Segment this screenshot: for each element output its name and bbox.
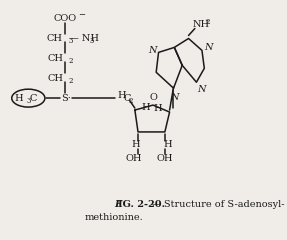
Text: C: C (29, 94, 36, 103)
Text: IG. 2-20.: IG. 2-20. (118, 200, 165, 209)
Text: 2: 2 (205, 18, 210, 26)
Text: H: H (141, 102, 150, 112)
Text: 2: 2 (129, 97, 133, 105)
Text: COO: COO (54, 14, 77, 23)
Text: 3: 3 (27, 97, 31, 105)
Text: C: C (123, 94, 130, 103)
Text: 3: 3 (89, 37, 94, 45)
Text: — Structure of S-adenosyl-: — Structure of S-adenosyl- (152, 200, 285, 209)
Text: methionine.: methionine. (85, 213, 144, 222)
Text: N: N (148, 46, 156, 55)
Text: — NH: — NH (69, 34, 99, 43)
Text: 2: 2 (69, 77, 73, 85)
Text: −: − (78, 12, 85, 20)
Text: OH: OH (157, 154, 173, 163)
Text: CH: CH (46, 34, 62, 43)
Text: N: N (170, 93, 179, 102)
Text: CH: CH (47, 54, 63, 63)
Text: H: H (131, 140, 140, 149)
Text: OH: OH (126, 154, 142, 163)
Text: 3: 3 (69, 37, 73, 45)
Text: O: O (149, 93, 157, 102)
Text: NH: NH (193, 20, 210, 29)
Text: 2: 2 (69, 57, 73, 65)
Text: CH: CH (47, 74, 63, 83)
Text: H: H (14, 94, 23, 103)
Text: H: H (117, 91, 126, 100)
Text: N: N (204, 43, 212, 52)
Text: F: F (114, 200, 121, 209)
Text: H: H (154, 104, 162, 113)
Text: S·: S· (61, 94, 71, 103)
Text: N: N (197, 85, 205, 94)
Text: H: H (163, 140, 172, 149)
